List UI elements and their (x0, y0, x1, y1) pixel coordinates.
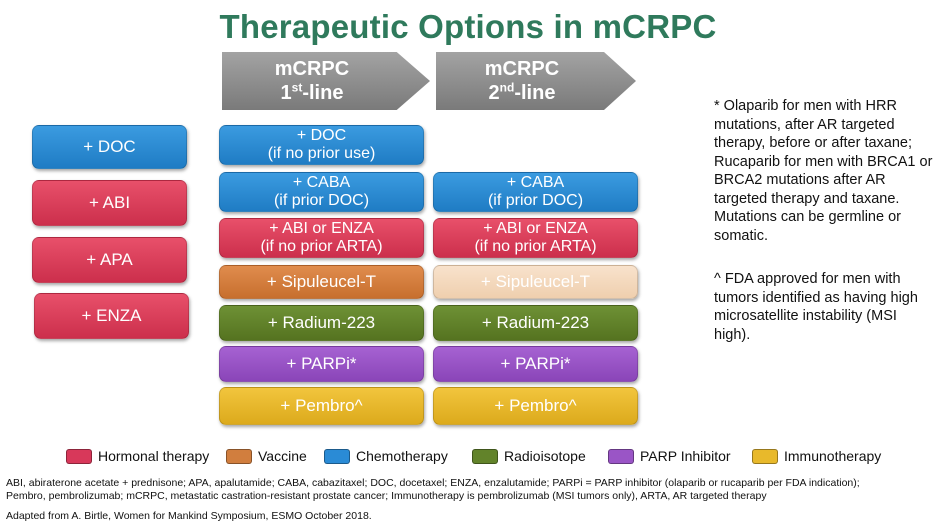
legend-label-hormonal: Hormonal therapy (98, 448, 210, 464)
legend-item-radioisotope: Radioisotope (472, 448, 586, 464)
left-box-doc: + DOC (32, 125, 187, 169)
legend-label-parp: PARP Inhibitor (640, 448, 731, 464)
legend-swatch-vaccine (226, 448, 252, 464)
legend-label-radioisotope: Radioisotope (504, 448, 586, 464)
legend-item-vaccine: Vaccine (226, 448, 307, 464)
second-line-header-line: 2nd-line (488, 80, 556, 104)
first-line-pembro: + Pembro^ (219, 387, 424, 425)
legend-item-chemotherapy: Chemotherapy (324, 448, 448, 464)
footer-abbreviations-1: ABI, abiraterone acetate + prednisone; A… (6, 477, 860, 489)
legend-item-hormonal: Hormonal therapy (66, 448, 209, 464)
first-line-sipuleucel: + Sipuleucel-T (219, 265, 424, 299)
first-line-radium: + Radium-223 (219, 305, 424, 341)
first-line-caba: + CABA (if prior DOC) (219, 172, 424, 212)
left-box-apa: + APA (32, 237, 187, 283)
legend-item-immunotherapy: Immunotherapy (752, 448, 881, 464)
legend-swatch-chemotherapy (324, 448, 350, 464)
second-line-header-arrow: mCRPC 2nd-line (436, 52, 636, 110)
legend-swatch-radioisotope (472, 448, 498, 464)
pembro-footnote: ^ FDA approved for men with tumors ident… (714, 271, 918, 343)
first-line-abi-enza: + ABI or ENZA (if no prior ARTA) (219, 218, 424, 258)
second-line-radium: + Radium-223 (433, 305, 638, 341)
second-line-abi-enza: + ABI or ENZA (if no prior ARTA) (433, 218, 638, 258)
first-line-header-line: 1st-line (280, 80, 344, 104)
legend-label-immunotherapy: Immunotherapy (784, 448, 882, 464)
legend-swatch-parp (608, 448, 634, 464)
legend-swatch-hormonal (66, 448, 92, 464)
second-line-parpi: + PARPi* (433, 346, 638, 382)
footer-source: Adapted from A. Birtle, Women for Mankin… (6, 510, 372, 522)
second-line-caba: + CABA (if prior DOC) (433, 172, 638, 212)
parpi-footnote: * Olaparib for men with HRR mutations, a… (714, 98, 933, 244)
first-line-doc: + DOC (if no prior use) (219, 125, 424, 165)
first-line-header-main: mCRPC (274, 58, 350, 80)
left-box-abi: + ABI (32, 180, 187, 226)
legend-label-vaccine: Vaccine (258, 448, 307, 464)
first-line-parpi: + PARPi* (219, 346, 424, 382)
second-line-sipuleucel: + Sipuleucel-T (433, 265, 638, 299)
left-box-enza: + ENZA (34, 293, 189, 339)
second-line-header-main: mCRPC (484, 58, 560, 80)
legend-item-parp: PARP Inhibitor (608, 448, 731, 464)
legend-swatch-immunotherapy (752, 448, 778, 464)
slide-title: Therapeutic Options in mCRPC (219, 8, 717, 45)
footer-abbreviations-2: Pembro, pembrolizumab; mCRPC, metastatic… (6, 490, 767, 502)
second-line-pembro: + Pembro^ (433, 387, 638, 425)
legend-label-chemotherapy: Chemotherapy (356, 448, 448, 464)
first-line-header-arrow: mCRPC 1st-line (222, 52, 430, 110)
